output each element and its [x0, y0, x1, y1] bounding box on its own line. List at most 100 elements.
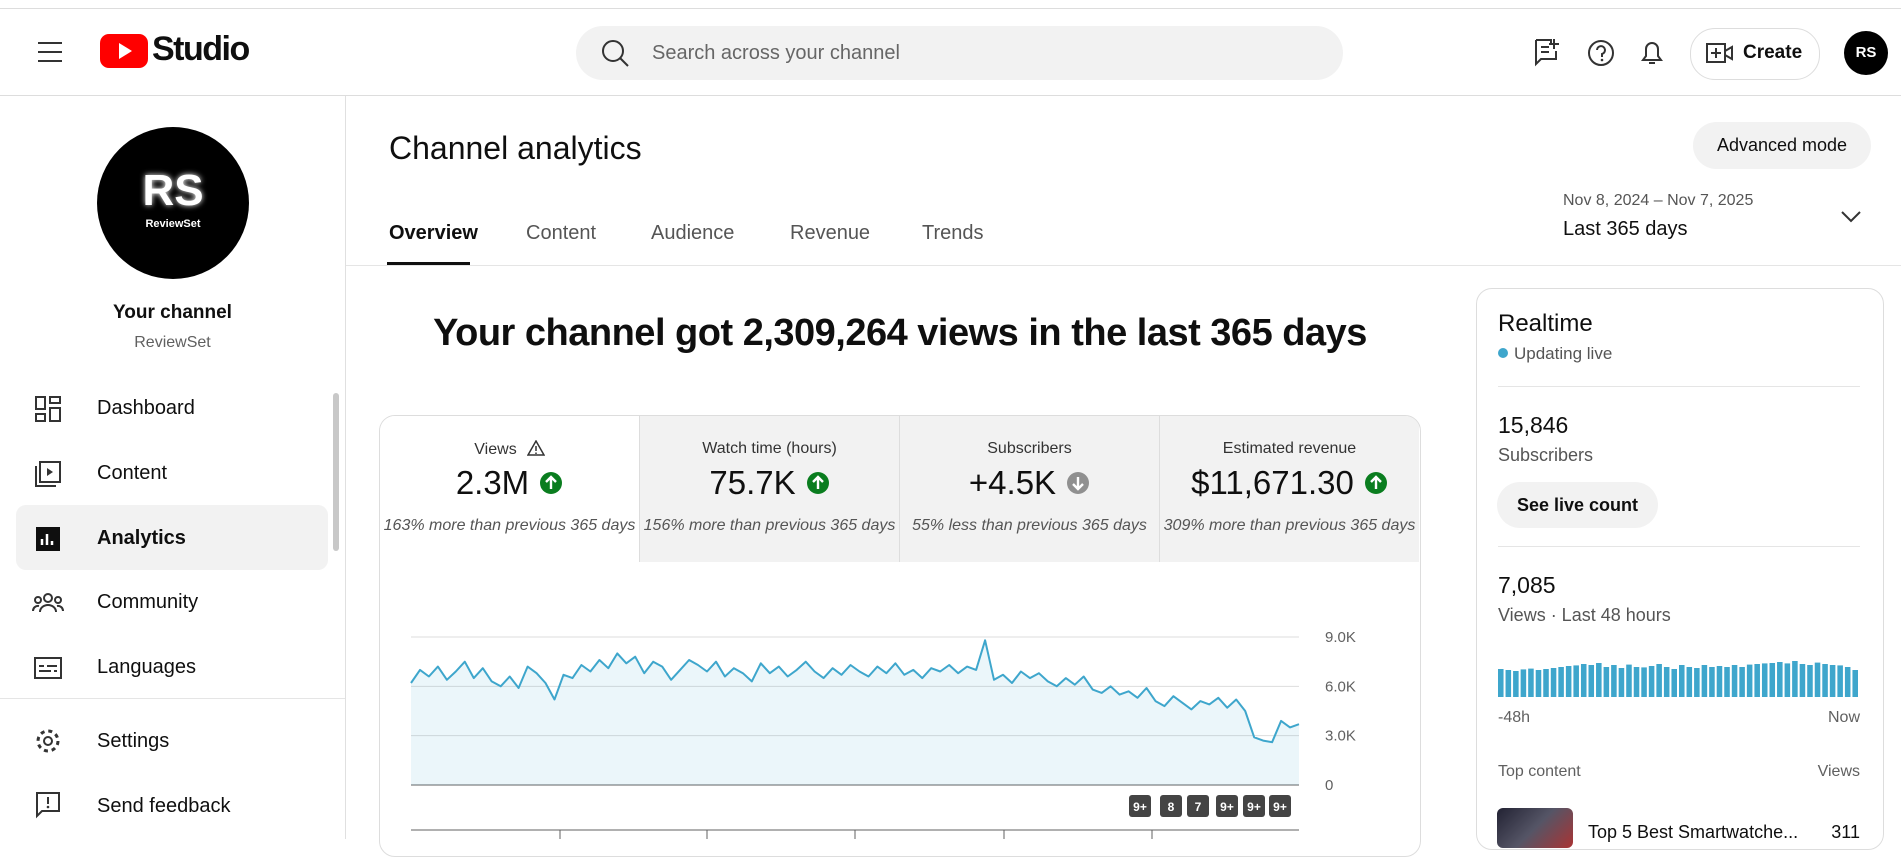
- metric-comparison: 156% more than previous 365 days: [643, 517, 896, 534]
- metric-card[interactable]: Views 2.3M 163% more than previous 365 day…: [380, 416, 640, 562]
- metric-label-text: Estimated revenue: [1222, 440, 1357, 457]
- views-chart: 0 3.0K 6.0K 9.0K 9+ 8 7 9+ 9+ 9+: [410, 629, 1356, 839]
- metric-card[interactable]: Estimated revenue $11,671.30 309% more tha…: [1160, 416, 1419, 562]
- menu-button[interactable]: [36, 40, 64, 64]
- realtime-bar: [1679, 665, 1685, 697]
- settings-icon: [36, 729, 60, 753]
- top-content-metric: Views: [1817, 763, 1860, 780]
- nav-item[interactable]: Content: [97, 462, 168, 484]
- period[interactable]: Last 365 days: [1563, 218, 1688, 240]
- realtime-bar: [1731, 665, 1738, 697]
- warning-icon: [526, 439, 545, 456]
- y-tick-label: 6.0K: [1325, 678, 1356, 695]
- top-item-views: 311: [1831, 822, 1860, 842]
- realtime-bar: [1603, 667, 1610, 697]
- top-rule: [0, 8, 1901, 9]
- period-chevron[interactable]: [1840, 210, 1862, 224]
- tab[interactable]: Content: [526, 222, 597, 244]
- video-badge[interactable]: [1187, 795, 1209, 817]
- logo-text[interactable]: Studio: [152, 30, 250, 68]
- warning-shape: [526, 439, 545, 456]
- top-item-title[interactable]: Top 5 Best Smartwatche...: [1588, 822, 1799, 842]
- notifications-icon[interactable]: [1638, 38, 1666, 68]
- metric-label: Views: [380, 439, 639, 459]
- realtime-bar: [1686, 667, 1693, 697]
- trend-arrow: [1072, 477, 1084, 491]
- metric-value: +4.5K: [900, 464, 1159, 502]
- realtime-bar: [1611, 665, 1617, 697]
- realtime-bar: [1769, 663, 1776, 697]
- realtime-bar: [1739, 667, 1745, 697]
- trend-icon: [540, 472, 563, 494]
- help-icon[interactable]: [1586, 38, 1616, 68]
- video-badge[interactable]: [1243, 795, 1265, 817]
- community-icon: [32, 593, 64, 613]
- metric-value-text: +4.5K: [968, 464, 1057, 501]
- tab[interactable]: Overview: [389, 222, 478, 244]
- realtime-bar: [1807, 665, 1813, 697]
- realtime-bar: [1641, 667, 1647, 697]
- y-tick-label: 3.0K: [1325, 728, 1356, 745]
- date-range: Nov 8, 2024 – Nov 7, 2025: [1563, 192, 1754, 209]
- page: {"header": {"logo": "Studio", "search_pl…: [0, 8, 1901, 857]
- advanced-mode-button[interactable]: Advanced mode: [1693, 122, 1871, 169]
- nav-item[interactable]: Settings: [97, 730, 170, 752]
- realtime-bar: [1837, 665, 1843, 697]
- tab[interactable]: Audience: [651, 222, 735, 244]
- realtime-bar: [1724, 667, 1730, 697]
- realtime-bar: [1754, 664, 1760, 697]
- video-badge[interactable]: [1216, 795, 1238, 817]
- nav-item[interactable]: Dashboard: [97, 397, 195, 419]
- tab[interactable]: Trends: [922, 222, 984, 244]
- create-label: Create: [1743, 42, 1803, 63]
- logo-icon: [100, 34, 148, 68]
- account-avatar[interactable]: RS: [1844, 31, 1888, 75]
- views-count: 7,085: [1498, 572, 1556, 598]
- search-icon: [602, 40, 629, 67]
- search-box[interactable]: [576, 26, 1343, 80]
- video-badge[interactable]: [1129, 795, 1151, 817]
- sidebar-divider: [0, 698, 345, 699]
- create-button[interactable]: [1690, 28, 1820, 80]
- realtime-bar: [1520, 669, 1527, 697]
- metric-card[interactable]: Watch time (hours) 75.7K 156% more than pr…: [640, 416, 900, 562]
- headline: Your channel got 2,309,264 views in the …: [433, 312, 1367, 354]
- top-content-title: Top content: [1498, 763, 1581, 780]
- trend-icon: [1364, 472, 1387, 494]
- metric-card[interactable]: Subscribers +4.5K 55% less than previous 3…: [900, 416, 1160, 562]
- realtime-bar: [1822, 664, 1828, 697]
- nav-item[interactable]: Analytics: [97, 527, 186, 549]
- realtime-bar: [1513, 671, 1519, 697]
- create-icon: [1706, 43, 1733, 63]
- feedback-icon[interactable]: [1533, 37, 1561, 67]
- metric-label-text: Subscribers: [987, 440, 1072, 457]
- scrollbar[interactable]: [333, 393, 339, 551]
- video-badge[interactable]: [1160, 795, 1182, 817]
- realtime-status: Updating live: [1514, 344, 1613, 363]
- nav-item[interactable]: Languages: [97, 656, 196, 678]
- video-badge[interactable]: [1269, 795, 1291, 817]
- video-badge-label: 9+: [1133, 800, 1147, 814]
- page-title: Channel analytics: [389, 130, 642, 166]
- realtime-title: Realtime: [1498, 310, 1593, 337]
- content-icon: [35, 461, 61, 487]
- top-item-thumbnail[interactable]: [1497, 808, 1573, 848]
- analytics-icon: [36, 527, 60, 551]
- metric-comparison: 163% more than previous 365 days: [383, 517, 636, 534]
- y-tick-label: 9.0K: [1325, 629, 1356, 646]
- realtime-bar: [1633, 667, 1640, 697]
- tab[interactable]: Revenue: [790, 222, 871, 244]
- channel-avatar[interactable]: [97, 127, 249, 279]
- realtime-bar: [1505, 670, 1512, 697]
- realtime-bar: [1656, 664, 1662, 697]
- metric-comparison: 55% less than previous 365 days: [912, 517, 1147, 534]
- realtime-bar: [1498, 669, 1504, 697]
- trend-icon: [1067, 472, 1090, 494]
- channel-title[interactable]: Your channel: [113, 302, 232, 323]
- nav-item[interactable]: Community: [97, 591, 199, 613]
- nav-item[interactable]: Send feedback: [97, 795, 231, 817]
- realtime-bar: [1558, 667, 1564, 697]
- live-count-button[interactable]: See live count: [1497, 482, 1658, 528]
- realtime-bar: [1573, 665, 1579, 697]
- metric-label: Watch time (hours): [640, 440, 899, 458]
